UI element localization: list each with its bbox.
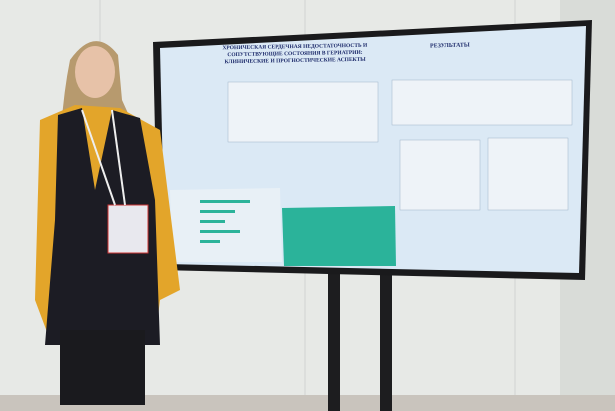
bar-graphic [200,200,250,203]
results-heading: РЕЗУЛЬТАТЫ [429,42,470,50]
bar-graphic [200,240,220,243]
poster-title: ХРОНИЧЕСКАЯ СЕРДЕЧНАЯ НЕДОСТАТОЧНОСТЬ И … [222,42,368,66]
stand-leg [380,270,392,411]
face [75,46,115,98]
lanyard [111,109,126,206]
poster-block [227,81,379,143]
badge [107,204,149,254]
floor [0,395,615,411]
poster-chart [170,188,282,262]
lanyard [81,109,116,206]
poster-block [391,79,573,126]
poster-block [487,137,569,211]
skirt [60,330,145,405]
poster-table [282,206,396,266]
bar-graphic [200,210,235,213]
bar-graphic [200,230,240,233]
poster-block [399,139,481,211]
vest [45,108,160,345]
bar-graphic [200,220,225,223]
stand-leg [328,270,340,411]
